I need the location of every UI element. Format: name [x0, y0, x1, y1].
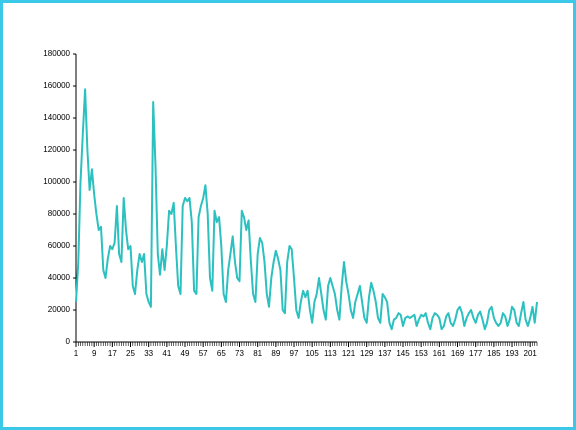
x-tick-label: 17 [108, 349, 117, 358]
x-tick-label: 57 [199, 349, 208, 358]
x-tick-label: 153 [415, 349, 429, 358]
x-tick-label: 1 [74, 349, 79, 358]
x-tick-label: 81 [253, 349, 262, 358]
x-tick-label: 161 [433, 349, 447, 358]
x-tick-label: 33 [144, 349, 153, 358]
y-tick-label: 80000 [48, 209, 71, 218]
x-tick-label: 49 [181, 349, 190, 358]
line [75, 88, 538, 331]
x-tick-label: 41 [162, 349, 171, 358]
x-tick-label: 73 [235, 349, 244, 358]
y-tick-label: 20000 [48, 305, 71, 314]
x-tick-label: 9 [92, 349, 97, 358]
x-tick-label: 185 [487, 349, 501, 358]
y-tick-label: 120000 [43, 145, 70, 154]
x-tick-label: 89 [271, 349, 280, 358]
y-tick-label: 0 [66, 337, 71, 346]
x-tick-label: 97 [290, 349, 299, 358]
x-tick-label: 137 [378, 349, 392, 358]
y-tick-label: 60000 [48, 241, 71, 250]
y-tick-label: 160000 [43, 81, 70, 90]
x-tick-label: 25 [126, 349, 135, 358]
y-tick-label: 140000 [43, 113, 70, 122]
y-tick-label: 100000 [43, 177, 70, 186]
x-tick-label: 65 [217, 349, 226, 358]
x-tick-label: 113 [324, 349, 337, 358]
x-tick-label: 129 [360, 349, 374, 358]
x-tick-label: 177 [469, 349, 483, 358]
x-tick-label: 105 [305, 349, 319, 358]
y-tick-label: 180000 [43, 49, 70, 58]
y-tick-label: 40000 [48, 273, 71, 282]
x-tick-label: 145 [396, 349, 410, 358]
x-tick-label: 121 [342, 349, 356, 358]
x-tick-label: 193 [505, 349, 519, 358]
x-tick-label: 169 [451, 349, 465, 358]
x-tick-label: 201 [524, 349, 538, 358]
